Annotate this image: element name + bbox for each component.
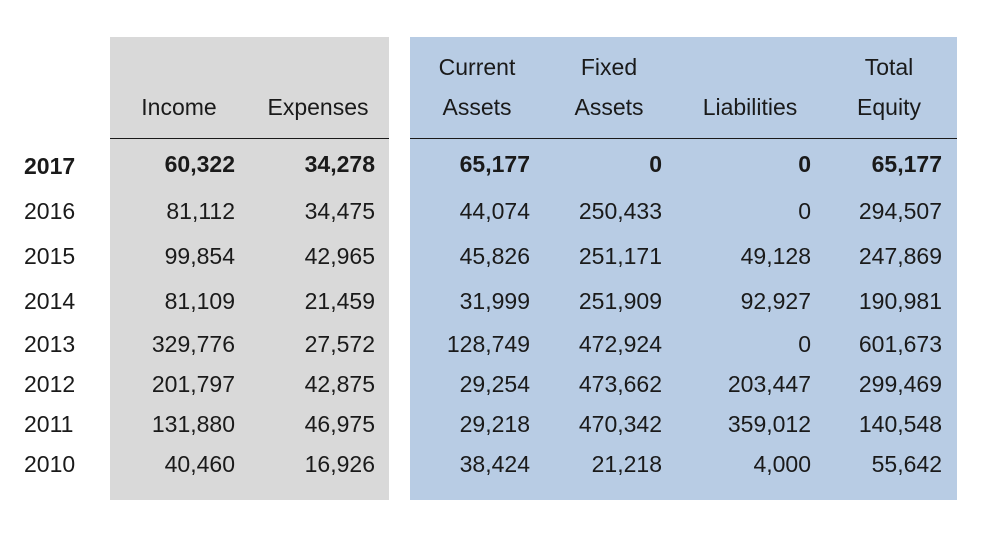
header-current-assets-line1: Current (438, 54, 516, 80)
row-year-2017: 2017 (24, 153, 76, 179)
cell-current-assets-2016: 44,074 (459, 198, 530, 224)
row-year-2011: 2011 (24, 411, 74, 437)
cell-income-2012: 201,797 (151, 371, 235, 397)
header-rule-left (110, 138, 389, 139)
cell-liabilities-2016: 0 (798, 198, 811, 224)
header-rule-right (410, 138, 957, 139)
cell-total-equity-2017: 65,177 (871, 151, 942, 177)
cell-current-assets-2015: 45,826 (459, 243, 530, 269)
cell-income-2014: 81,109 (164, 288, 235, 314)
cell-expenses-2011: 46,975 (304, 411, 375, 437)
cell-expenses-2010: 16,926 (304, 451, 375, 477)
header-current-assets-line2: Assets (442, 94, 512, 120)
cell-fixed-assets-2013: 472,924 (578, 331, 662, 357)
header-total-equity-line1: Total (864, 54, 914, 80)
cell-expenses-2017: 34,278 (304, 151, 375, 177)
cell-liabilities-2017: 0 (798, 151, 811, 177)
balance-sheet-panel (410, 37, 957, 500)
cell-liabilities-2013: 0 (798, 331, 811, 357)
header-fixed-assets-line2: Assets (574, 94, 644, 120)
cell-current-assets-2012: 29,254 (459, 371, 530, 397)
cell-total-equity-2015: 247,869 (858, 243, 942, 269)
row-year-2010: 2010 (24, 451, 76, 477)
row-year-2015: 2015 (24, 243, 76, 269)
cell-total-equity-2013: 601,673 (858, 331, 942, 357)
cell-current-assets-2010: 38,424 (459, 451, 530, 477)
cell-total-equity-2012: 299,469 (858, 371, 942, 397)
cell-liabilities-2015: 49,128 (740, 243, 811, 269)
cell-expenses-2015: 42,965 (304, 243, 375, 269)
header-total-equity-line2: Equity (857, 94, 921, 120)
cell-total-equity-2016: 294,507 (858, 198, 942, 224)
cell-fixed-assets-2016: 250,433 (578, 198, 662, 224)
row-year-2016: 2016 (24, 198, 76, 224)
row-year-2014: 2014 (24, 288, 76, 314)
cell-expenses-2016: 34,475 (304, 198, 375, 224)
cell-income-2015: 99,854 (164, 243, 235, 269)
header-income-line2: Income (141, 94, 217, 120)
cell-liabilities-2010: 4,000 (753, 451, 811, 477)
income-expense-panel (110, 37, 389, 500)
cell-fixed-assets-2010: 21,218 (591, 451, 662, 477)
cell-fixed-assets-2015: 251,171 (578, 243, 662, 269)
cell-current-assets-2017: 65,177 (459, 151, 530, 177)
cell-fixed-assets-2012: 473,662 (578, 371, 662, 397)
cell-total-equity-2014: 190,981 (858, 288, 942, 314)
header-expenses-line2: Expenses (267, 94, 369, 120)
cell-current-assets-2013: 128,749 (446, 331, 530, 357)
cell-expenses-2013: 27,572 (304, 331, 375, 357)
cell-current-assets-2011: 29,218 (459, 411, 530, 437)
cell-fixed-assets-2017: 0 (649, 151, 662, 177)
cell-total-equity-2010: 55,642 (871, 451, 942, 477)
cell-income-2016: 81,112 (166, 198, 235, 224)
cell-fixed-assets-2014: 251,909 (578, 288, 662, 314)
cell-expenses-2012: 42,875 (304, 371, 375, 397)
cell-liabilities-2014: 92,927 (740, 288, 811, 314)
cell-income-2017: 60,322 (164, 151, 235, 177)
cell-income-2010: 40,460 (164, 451, 235, 477)
cell-expenses-2014: 21,459 (304, 288, 375, 314)
header-fixed-assets-line1: Fixed (580, 54, 638, 80)
cell-income-2011: 131,880 (151, 411, 235, 437)
cell-current-assets-2014: 31,999 (459, 288, 530, 314)
row-year-2013: 2013 (24, 331, 76, 357)
row-year-2012: 2012 (24, 371, 76, 397)
cell-income-2013: 329,776 (151, 331, 235, 357)
header-liabilities-line2: Liabilities (702, 94, 798, 120)
cell-liabilities-2011: 359,012 (727, 411, 811, 437)
cell-fixed-assets-2011: 470,342 (578, 411, 662, 437)
cell-total-equity-2011: 140,548 (858, 411, 942, 437)
cell-liabilities-2012: 203,447 (727, 371, 811, 397)
